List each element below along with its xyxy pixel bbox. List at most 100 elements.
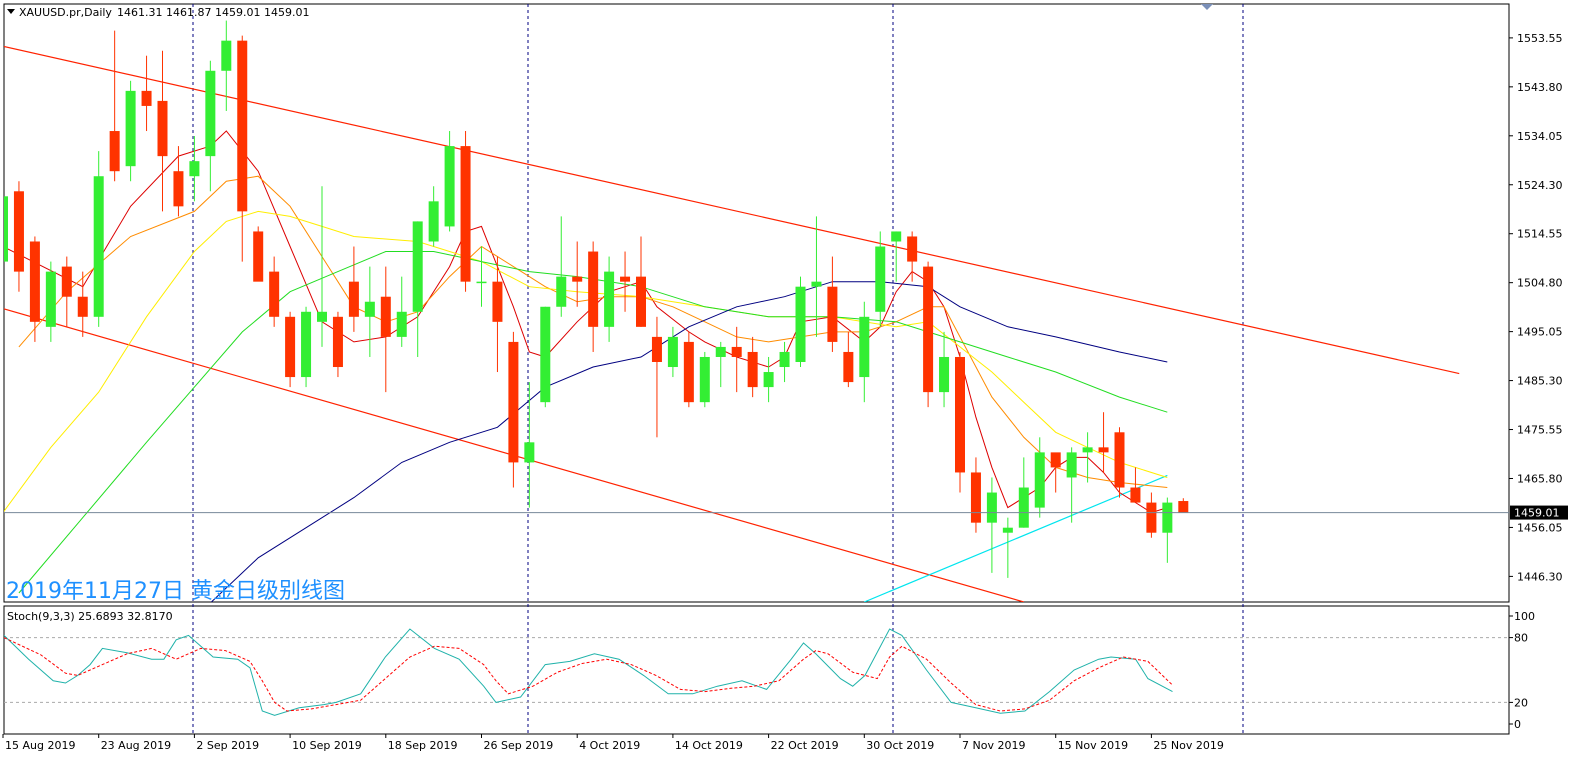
candle-body — [779, 351, 790, 368]
candle-body — [189, 161, 200, 177]
stoch-levels — [4, 637, 1509, 703]
candle-body — [1098, 447, 1109, 453]
candle-body — [651, 336, 662, 362]
candle — [875, 231, 886, 327]
chart-shift-marker-icon[interactable] — [1201, 4, 1213, 10]
candle — [667, 326, 678, 378]
candle — [620, 251, 631, 312]
candle-body — [955, 356, 965, 473]
price-tick-label: 1465.80 — [1517, 472, 1563, 485]
candle-body — [939, 356, 950, 393]
candle — [61, 256, 72, 327]
candle-body — [1178, 501, 1189, 513]
candle-body — [667, 336, 678, 368]
candle — [1066, 447, 1077, 523]
trend-line — [864, 474, 1168, 602]
candle — [651, 316, 662, 438]
candle-body — [221, 40, 232, 71]
candle-body — [444, 146, 455, 227]
candle — [301, 306, 312, 388]
candle — [269, 256, 280, 327]
vertical-grid — [192, 4, 1244, 734]
candle — [556, 216, 567, 317]
price-tick-label: 1553.55 — [1517, 32, 1563, 45]
stoch-tick-label: 100 — [1514, 610, 1535, 623]
candle-body — [428, 201, 439, 242]
candle-body — [891, 231, 902, 242]
candle — [444, 131, 455, 232]
candle-body — [141, 90, 152, 106]
candle — [285, 311, 296, 388]
candle-body — [907, 236, 918, 262]
candle-body — [125, 90, 136, 167]
candle — [412, 221, 423, 357]
candle — [396, 276, 407, 347]
time-tick-label: 15 Aug 2019 — [5, 739, 75, 752]
stoch-tick-label: 20 — [1514, 696, 1528, 709]
candle — [811, 216, 822, 337]
candle-body — [827, 286, 838, 342]
candle — [923, 261, 934, 408]
candle — [189, 136, 200, 202]
time-tick-label: 30 Oct 2019 — [866, 739, 934, 752]
candle-body — [875, 246, 886, 312]
candle — [588, 241, 599, 352]
time-tick-label: 7 Nov 2019 — [962, 739, 1025, 752]
candle — [636, 236, 646, 327]
candle-body — [795, 286, 806, 362]
candle-body — [986, 492, 997, 523]
candle — [253, 226, 264, 282]
time-tick-label: 23 Aug 2019 — [101, 739, 171, 752]
candle — [795, 276, 806, 368]
candle — [1018, 457, 1029, 528]
stoch-tick-label: 0 — [1514, 718, 1521, 731]
candle-body — [492, 281, 503, 322]
candle — [524, 382, 535, 508]
candle — [221, 20, 232, 111]
candle-body — [109, 131, 120, 172]
price-axis: 1553.55 1543.80 1534.05 1524.30 1514.55 1504.… — [1509, 32, 1563, 583]
price-tick-label: 1504.80 — [1517, 277, 1563, 290]
candle — [508, 331, 519, 488]
stochastic-lines — [4, 628, 1173, 716]
candle — [699, 351, 710, 408]
stoch-main-line — [4, 628, 1173, 716]
candle — [572, 241, 583, 307]
price-tick-label: 1446.30 — [1517, 570, 1563, 583]
candle-body — [970, 472, 981, 523]
candle-body — [93, 176, 104, 317]
candle — [428, 186, 439, 247]
price-line: 1459.01 — [4, 505, 1568, 520]
price-tick-label: 1524.30 — [1517, 179, 1563, 192]
dropdown-triangle-icon[interactable] — [7, 9, 15, 14]
candle-body — [29, 241, 40, 322]
time-tick-label: 14 Oct 2019 — [675, 739, 743, 752]
candle — [332, 311, 343, 378]
candle — [731, 326, 742, 393]
candle-body — [1050, 452, 1061, 468]
candle — [205, 60, 216, 192]
candle-body — [61, 266, 72, 297]
price-tick-label: 1475.55 — [1517, 424, 1563, 437]
symbol-label: XAUUSD.pr,Daily — [19, 6, 112, 19]
candle — [348, 246, 359, 332]
candle — [45, 261, 56, 342]
candle — [1082, 432, 1093, 483]
chart-header[interactable]: XAUUSD.pr,Daily 1461.31 1461.87 1459.01 … — [7, 6, 309, 19]
stoch-signal-line — [4, 637, 1173, 712]
candle — [1178, 498, 1189, 513]
candle — [604, 256, 615, 342]
candle-body — [699, 356, 710, 403]
candle-body — [285, 316, 296, 378]
candle-body — [923, 266, 934, 393]
candle-body — [205, 70, 216, 157]
time-axis: 15 Aug 2019 23 Aug 2019 2 Sep 2019 10 Sep 2… — [2, 734, 1224, 752]
time-tick-label: 22 Oct 2019 — [771, 739, 839, 752]
stochastic-panel — [3, 605, 1510, 735]
candle-body — [763, 372, 774, 388]
candle-body — [811, 281, 822, 287]
candle-body — [173, 171, 184, 207]
candle — [364, 266, 375, 357]
candle-body — [237, 40, 248, 212]
